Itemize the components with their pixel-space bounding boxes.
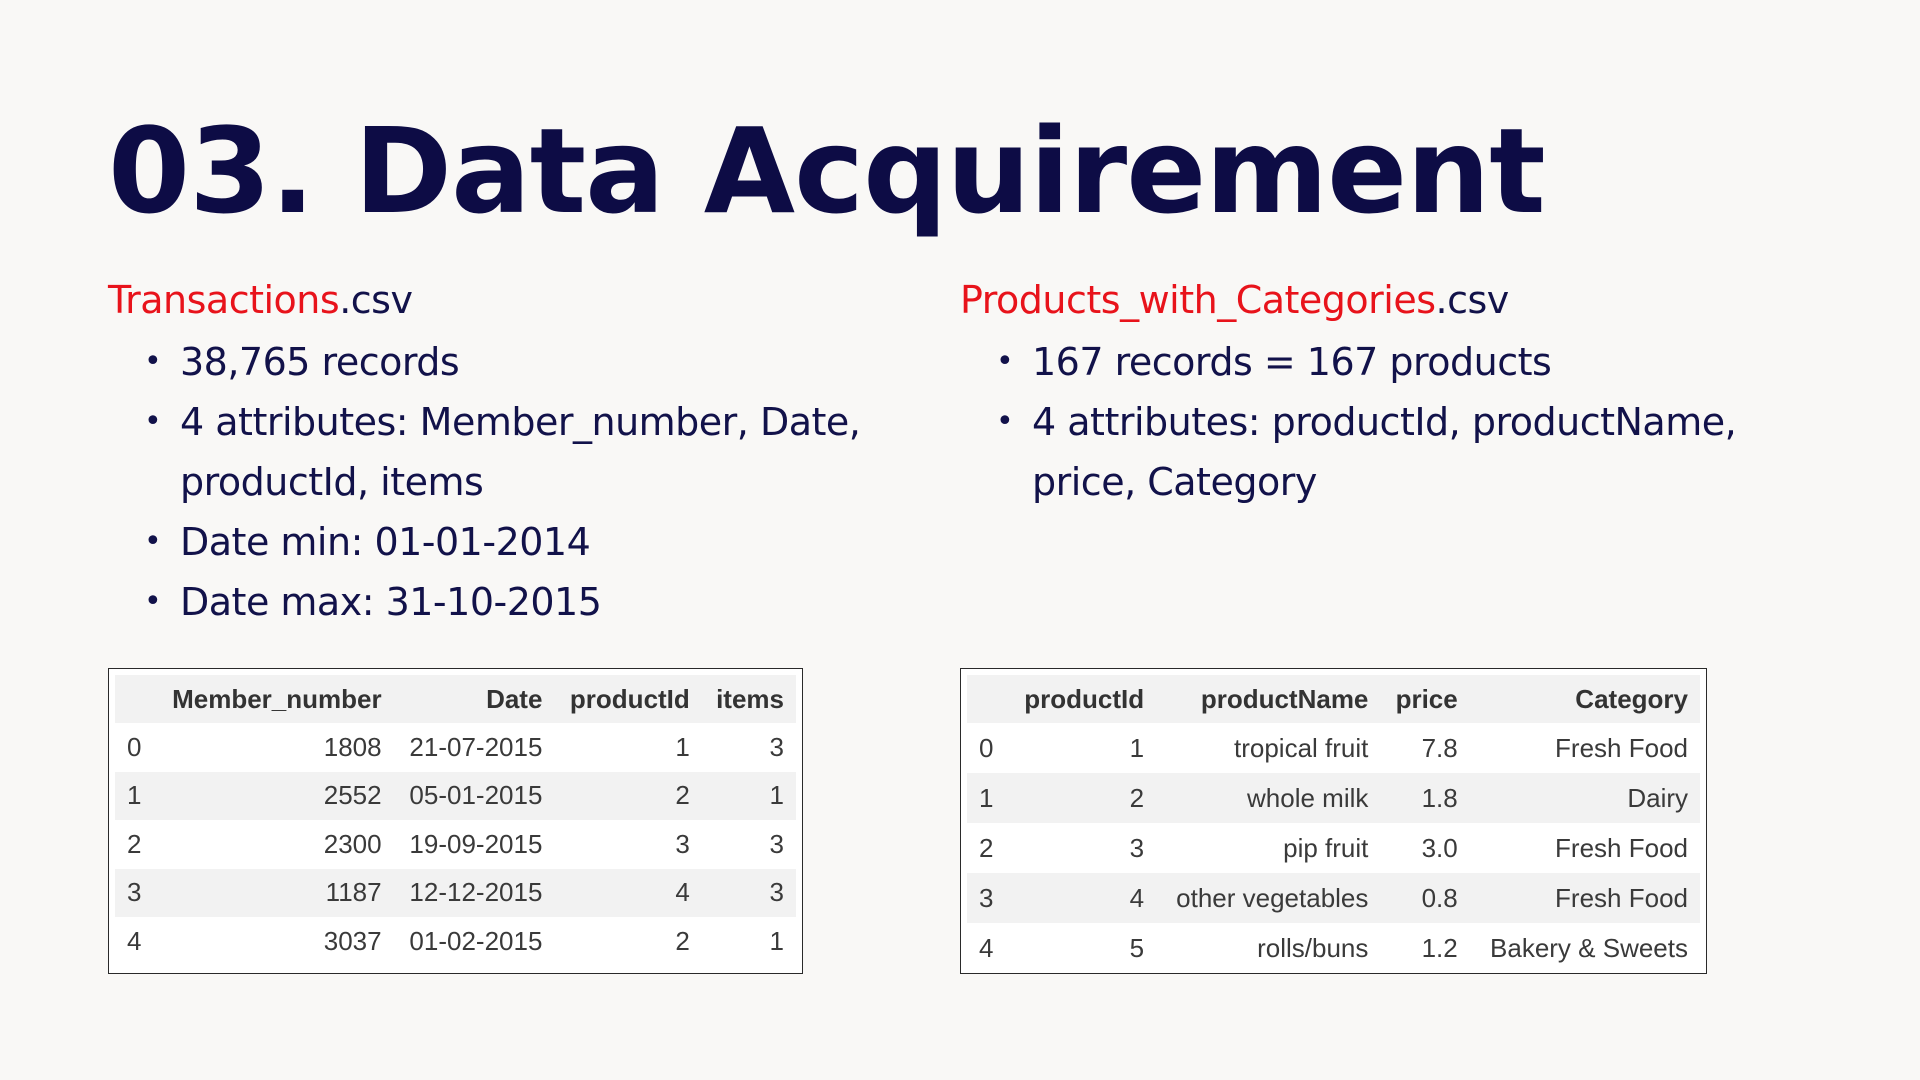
bullet-item: • 38,765 records	[144, 332, 928, 392]
row-index: 1	[127, 780, 142, 811]
table-cell: 3.0	[1421, 832, 1458, 863]
table-cell: 3	[769, 731, 784, 762]
table-row: 3 4 other vegetables 0.8 Fresh Food	[967, 873, 1700, 923]
table-cell: 7.8	[1421, 732, 1458, 763]
row-index: 1	[979, 782, 994, 813]
table-row: 4 5 rolls/buns 1.2 Bakery & Sweets	[967, 923, 1700, 973]
table-cell: 2	[675, 925, 690, 956]
row-index: 2	[127, 828, 142, 859]
table-cell: 1	[769, 925, 784, 956]
bullet-icon: •	[144, 524, 162, 559]
row-index: 2	[979, 832, 994, 863]
table-cell: 1	[1129, 732, 1145, 763]
page-title: 03. Data Acquirement	[108, 102, 1546, 240]
table-cell: 3	[769, 828, 784, 859]
column-header	[115, 675, 154, 723]
bullet-icon: •	[144, 344, 162, 379]
column-header: Date	[486, 683, 543, 714]
transactions-file-name: Transactions	[108, 278, 340, 322]
table-row: 1 2552 05-01-2015 2 1	[115, 771, 796, 820]
table-cell: 4	[675, 877, 690, 908]
table-cell: 3	[675, 828, 690, 859]
table-cell: 12-12-2015	[409, 877, 543, 908]
transactions-file-heading: Transactions.csv	[108, 272, 928, 328]
table-cell: 21-07-2015	[409, 731, 543, 762]
table-cell: 19-09-2015	[409, 828, 543, 859]
products-bullet-list: • 167 records = 167 products • 4 attribute…	[960, 332, 1840, 512]
products-table-image: productId productName price Category 0 1…	[960, 668, 1707, 974]
table-cell: 1.8	[1421, 782, 1458, 813]
bullet-item: • 4 attributes: productId, productName, p…	[996, 392, 1840, 512]
table-cell: 1808	[323, 731, 382, 762]
bullet-item: • 167 records = 167 products	[996, 332, 1840, 392]
transactions-table-image: Member_number Date productId items 0 180…	[108, 668, 803, 974]
column-header: productId	[1024, 683, 1145, 714]
bullet-item: • 4 attributes: Member_number, Date, prod…	[144, 392, 928, 512]
bullet-icon: •	[144, 404, 162, 439]
transactions-bullet-list: • 38,765 records • 4 attributes: Member_nu…	[108, 332, 928, 632]
table-cell: 1187	[325, 877, 382, 908]
table-row: 2 3 pip fruit 3.0 Fresh Food	[967, 823, 1700, 873]
table-cell: 2	[1129, 782, 1145, 813]
column-header: productId	[569, 683, 690, 714]
table-cell: pip fruit	[1283, 832, 1369, 863]
column-header	[967, 675, 1007, 723]
bullet-icon: •	[996, 344, 1014, 379]
table-row: 1 2 whole milk 1.8 Dairy	[967, 773, 1700, 823]
table-cell: whole milk	[1247, 782, 1369, 813]
products-file-heading: Products_with_Categories.csv	[960, 272, 1840, 328]
table-cell: 1.2	[1421, 932, 1458, 963]
table-cell: Fresh Food	[1555, 832, 1688, 863]
table-cell: 3	[1129, 832, 1145, 863]
bullet-icon: •	[996, 404, 1014, 439]
table-cell: 5	[1129, 932, 1145, 963]
table-cell: 05-01-2015	[409, 780, 543, 811]
row-index: 3	[979, 882, 994, 913]
table-header-row: Member_number Date productId items	[115, 675, 796, 723]
table-row: 4 3037 01-02-2015 2 1	[115, 917, 796, 966]
table-cell: 2552	[323, 780, 382, 811]
table-cell: tropical fruit	[1234, 732, 1369, 763]
transactions-table: Member_number Date productId items 0 180…	[115, 675, 796, 966]
row-index: 3	[127, 877, 142, 908]
bullet-icon: •	[144, 584, 162, 619]
table-row: 2 2300 19-09-2015 3 3	[115, 820, 796, 869]
column-header: Member_number	[172, 683, 382, 714]
table-cell: Dairy	[1627, 782, 1688, 813]
bullet-item: • Date max: 31-10-2015	[144, 572, 928, 632]
table-cell: 2300	[323, 828, 382, 859]
table-row: 3 1187 12-12-2015 4 3	[115, 868, 796, 917]
column-header: productName	[1200, 683, 1369, 714]
products-table: productId productName price Category 0 1…	[967, 675, 1700, 973]
table-cell: 4	[1129, 882, 1145, 913]
column-header: price	[1395, 683, 1458, 714]
table-cell: 3	[769, 877, 784, 908]
row-index: 4	[979, 932, 994, 963]
table-header-row: productId productName price Category	[967, 675, 1700, 723]
table-row: 0 1 tropical fruit 7.8 Fresh Food	[967, 723, 1700, 773]
table-cell: Bakery & Sweets	[1490, 932, 1688, 963]
products-file-name: Products_with_Categories	[960, 278, 1436, 322]
table-cell: 01-02-2015	[409, 925, 543, 956]
table-cell: 2	[675, 780, 690, 811]
transactions-file-ext: .csv	[339, 278, 413, 322]
table-cell: Fresh Food	[1555, 732, 1688, 763]
table-cell: other vegetables	[1176, 882, 1369, 913]
bullet-item: • Date min: 01-01-2014	[144, 512, 928, 572]
products-section: Products_with_Categories.csv • 167 record…	[960, 272, 1840, 512]
table-cell: rolls/buns	[1257, 932, 1369, 963]
products-file-ext: .csv	[1435, 278, 1510, 322]
column-header: Category	[1575, 683, 1688, 714]
column-header: items	[716, 683, 784, 714]
table-cell: 0.8	[1421, 882, 1458, 913]
table-cell: Fresh Food	[1555, 882, 1688, 913]
table-cell: 1	[769, 780, 784, 811]
table-cell: 1	[675, 731, 690, 762]
table-cell: 3037	[323, 925, 382, 956]
row-index: 4	[127, 925, 142, 956]
row-index: 0	[127, 731, 142, 762]
row-index: 0	[979, 732, 994, 763]
transactions-section: Transactions.csv • 38,765 records • 4 attr…	[108, 272, 928, 632]
table-row: 0 1808 21-07-2015 1 3	[115, 723, 796, 772]
